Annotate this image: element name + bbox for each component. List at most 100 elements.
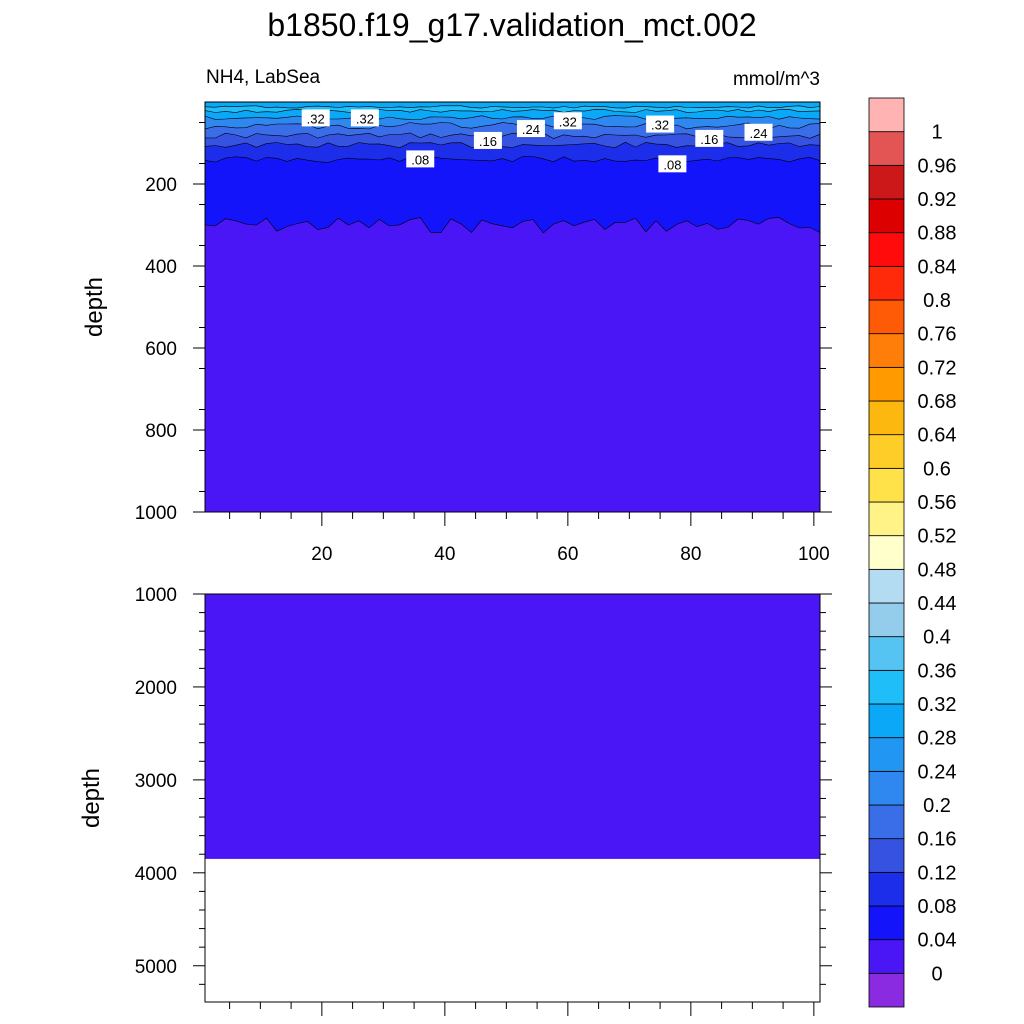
colorbar-label: 0.52 <box>918 526 957 548</box>
y-tick-label: 1000 <box>135 503 177 524</box>
colorbar-label: 0.2 <box>923 795 951 817</box>
lower-y-axis-label: depth <box>78 768 105 828</box>
colorbar-swatch <box>868 467 905 503</box>
colorbar-label: 0.12 <box>918 862 957 884</box>
chart-title: b1850.f19_g17.validation_mct.002 <box>267 7 756 43</box>
lower-deep-region <box>205 594 820 859</box>
contour-label: .08 <box>658 155 687 173</box>
colorbar-label: 0.64 <box>918 425 957 447</box>
contour-label-box <box>658 155 687 173</box>
lower-y-tick-label: 1000 <box>135 585 177 606</box>
colorbar-swatch <box>868 770 905 806</box>
colorbar-label: 0.48 <box>918 559 957 581</box>
x-tick-label: 60 <box>557 544 578 565</box>
contour-label: .32 <box>553 112 582 130</box>
colorbar-swatch <box>868 164 905 200</box>
contour-label-box <box>406 150 435 168</box>
contour-label-box <box>695 129 724 147</box>
upper-axis-ticks: 200 400 600 800 1000 20 40 60 80 100 <box>135 122 832 565</box>
colorbar-swatch <box>868 299 905 335</box>
colorbar-label: 0.28 <box>918 728 957 750</box>
colorbar-label: 0.72 <box>918 357 957 379</box>
colorbar-label: 0.8 <box>923 290 951 312</box>
colorbar-swatch <box>868 434 905 469</box>
contour-label-box <box>350 109 379 127</box>
colorbar-swatch <box>868 400 905 436</box>
colorbar-label: 0.32 <box>918 694 957 716</box>
lower-y-tick-label: 3000 <box>135 771 177 792</box>
colorbar-swatch <box>868 131 905 166</box>
colorbar-label: 0.92 <box>918 189 957 211</box>
colorbar-swatch <box>868 703 905 739</box>
contour-label-text: .16 <box>700 132 718 147</box>
colorbar-label: 0.88 <box>918 223 957 245</box>
contour-label: .16 <box>695 129 724 147</box>
colorbar: 0 0.04 0.08 0.12 0.16 0.2 0.24 0.28 0.32 0.36 0.4 0… <box>868 97 957 1008</box>
y-tick-label: 600 <box>145 339 177 360</box>
x-tick-label: 100 <box>798 544 830 565</box>
contour-label: .32 <box>350 109 379 127</box>
upper-plot-frame <box>204 101 821 513</box>
contour-label: .32 <box>301 109 330 127</box>
contour-label: .08 <box>406 150 435 168</box>
colorbar-label: 0.44 <box>918 593 957 615</box>
contour-label-group: .32 .32 .16 .24 .32 .32 .16 .24 .08 .08 <box>301 109 773 173</box>
contour-label-text: .08 <box>411 152 429 167</box>
colorbar-swatch <box>868 972 905 1008</box>
lower-y-tick-label: 2000 <box>135 678 177 699</box>
colorbar-label: 0.24 <box>918 761 957 783</box>
colorbar-swatch <box>868 366 905 402</box>
colorbar-swatch <box>868 535 905 570</box>
colorbar-swatch <box>868 838 905 873</box>
y-tick-label: 800 <box>145 421 177 442</box>
contour-label: .24 <box>744 123 773 141</box>
colorbar-label: 0.56 <box>918 492 957 514</box>
contour-label-text: .32 <box>559 114 577 129</box>
colorbar-label: 0.6 <box>923 458 951 480</box>
colorbar-swatch <box>868 636 905 671</box>
colorbar-label: 0.84 <box>918 256 957 278</box>
colorbar-swatch <box>868 333 905 368</box>
lower-panel: 1000 2000 3000 4000 5000 depth <box>78 585 832 1016</box>
y-tick-label: 400 <box>145 257 177 278</box>
colorbar-swatch <box>868 97 905 133</box>
colorbar-swatch <box>868 501 905 537</box>
contour-label-text: .16 <box>479 134 497 149</box>
lower-axis-ticks: 1000 2000 3000 4000 5000 <box>135 585 832 1016</box>
contour-label-text: .32 <box>307 111 325 126</box>
colorbar-swatch <box>868 265 905 301</box>
upper-panel: .32 .32 .16 .24 .32 .32 .16 .24 .08 .08 200 400 600… <box>81 101 832 565</box>
colorbar-swatch <box>868 232 905 267</box>
colorbar-swatch <box>868 669 905 705</box>
colorbar-swatch <box>868 737 905 772</box>
colorbar-label: 0.08 <box>918 896 957 918</box>
colorbar-label: 1 <box>931 122 942 144</box>
colorbar-swatch <box>868 198 905 234</box>
contour-label-box <box>646 115 675 133</box>
contour-label-box <box>516 120 545 138</box>
contour-label-text: .24 <box>522 122 540 137</box>
contour-label-box <box>301 109 330 127</box>
contour-label-text: .32 <box>356 111 374 126</box>
lower-y-tick-label: 4000 <box>135 864 177 885</box>
contour-label-text: .32 <box>651 118 669 133</box>
contour-label-box <box>553 112 582 130</box>
contour-label: .32 <box>646 115 675 133</box>
contour-lines <box>204 105 821 234</box>
colorbar-swatch <box>868 568 905 604</box>
colorbar-label: 0.04 <box>918 930 957 952</box>
colorbar-swatch <box>868 804 905 840</box>
contour-label: .16 <box>473 131 502 149</box>
y-tick-label: 200 <box>145 175 177 196</box>
contour-label-box <box>473 131 502 149</box>
contour-label: .24 <box>516 120 545 138</box>
colorbar-swatch <box>868 905 905 941</box>
contour-label-box <box>744 123 773 141</box>
x-tick-label: 80 <box>680 544 701 565</box>
right-subtitle-units: mmol/m^3 <box>733 69 820 90</box>
x-tick-label: 40 <box>434 544 455 565</box>
colorbar-label: 0.68 <box>918 391 957 413</box>
upper-y-axis-label: depth <box>81 277 108 337</box>
colorbar-label: 0.4 <box>923 627 951 649</box>
